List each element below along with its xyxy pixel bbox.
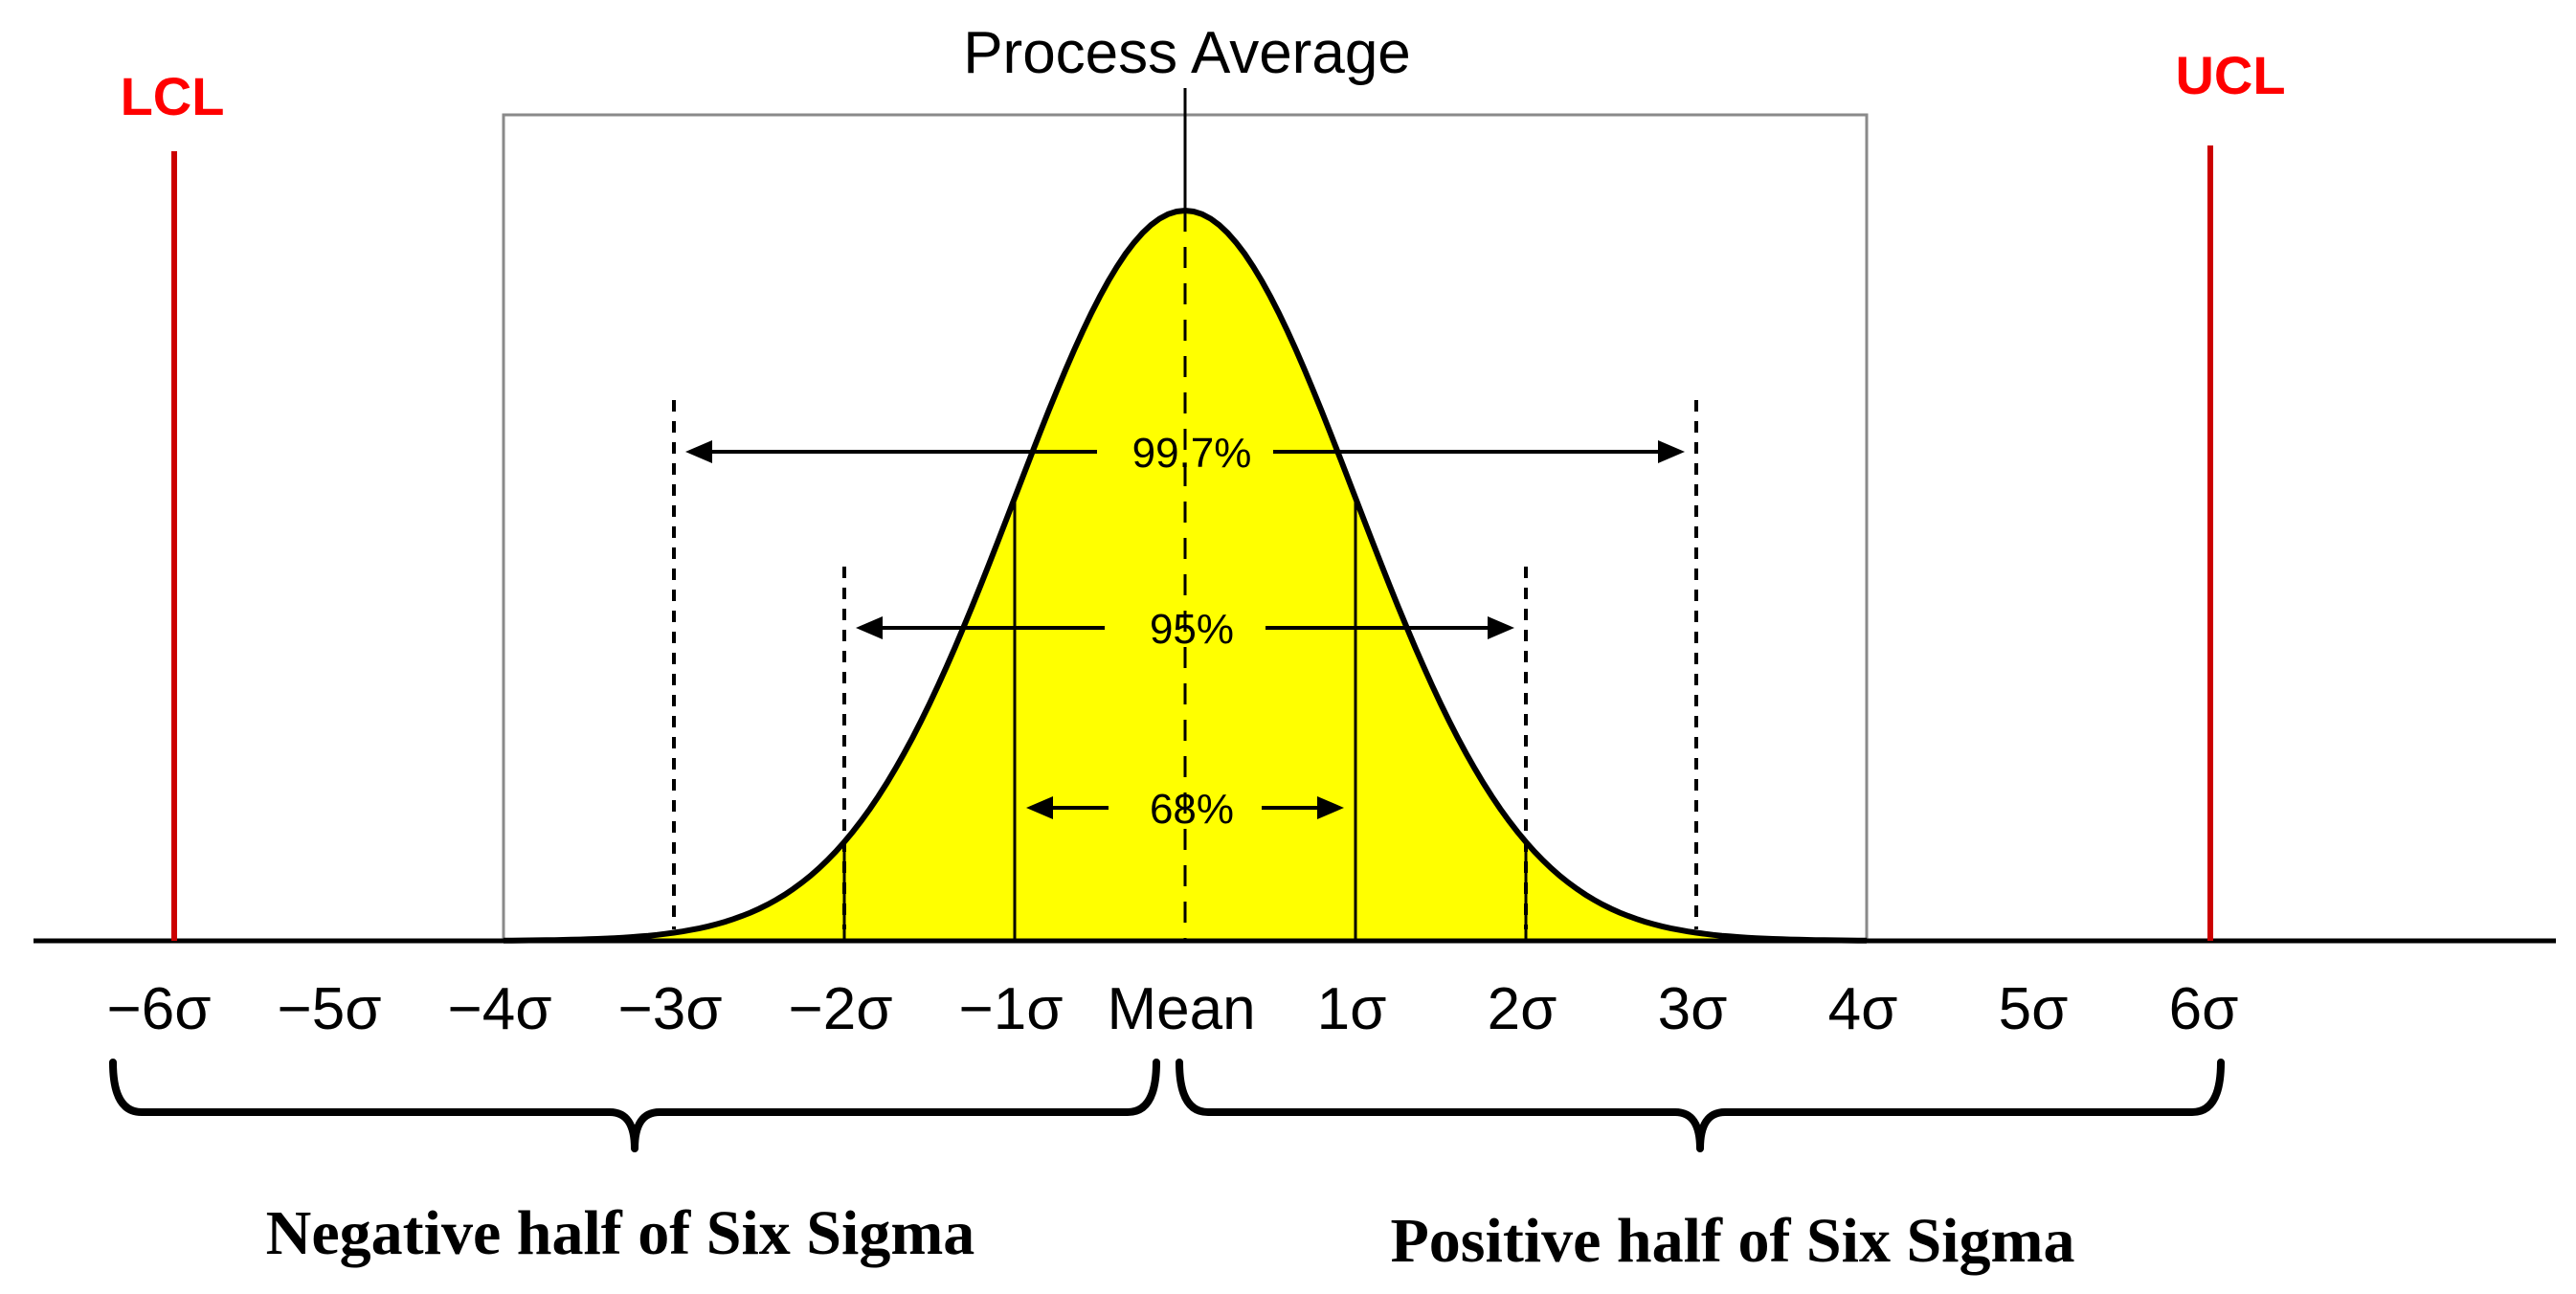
tick-label: −2σ — [789, 976, 893, 1042]
process-average-title: Process Average — [963, 20, 1411, 86]
tick-label: 1σ — [1317, 976, 1387, 1042]
negative-half-brace — [109, 1059, 1160, 1152]
lcl-label: LCL — [121, 66, 225, 126]
tick-label: 2σ — [1488, 976, 1557, 1042]
tick-labels: −6σ −5σ −4σ −3σ −2σ −1σ Mean 1σ 2σ 3σ 4σ 5σ 6σ — [107, 976, 2239, 1042]
tick-label: Mean — [1107, 976, 1255, 1042]
arrowhead-left-icon — [685, 440, 712, 463]
tick-label: 6σ — [2169, 976, 2239, 1042]
positive-half-label: Positive half of Six Sigma — [1390, 1206, 2074, 1276]
range-label-3: 99.7% — [1132, 430, 1252, 477]
arrowhead-right-icon — [1658, 440, 1685, 463]
tick-label: −3σ — [618, 976, 723, 1042]
tick-label: −4σ — [448, 976, 552, 1042]
tick-label: −5σ — [278, 976, 382, 1042]
range-label-2: 95% — [1150, 606, 1234, 653]
tick-label: 4σ — [1828, 976, 1898, 1042]
arrowhead-left-icon — [1026, 796, 1053, 819]
negative-half-label: Negative half of Six Sigma — [266, 1198, 975, 1268]
ucl-label: UCL — [2175, 45, 2285, 105]
positive-half-brace — [1176, 1059, 2225, 1152]
arrowhead-right-icon — [1317, 796, 1344, 819]
range-label-1: 68% — [1150, 786, 1234, 833]
arrowhead-left-icon — [856, 616, 883, 639]
arrowhead-right-icon — [1488, 616, 1514, 639]
tick-label: −6σ — [107, 976, 212, 1042]
range-arrows: 99.7% 95% 68% — [685, 430, 1685, 833]
tick-label: 3σ — [1658, 976, 1728, 1042]
tick-label: −1σ — [959, 976, 1064, 1042]
dashed-markers — [672, 211, 1698, 941]
tick-label: 5σ — [1999, 976, 2069, 1042]
